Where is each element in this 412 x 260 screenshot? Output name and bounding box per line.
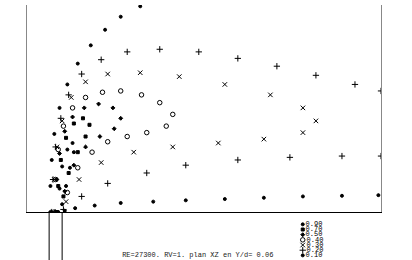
svg-text:0.90: 0.90	[306, 220, 323, 228]
svg-text:0.30: 0.30	[307, 241, 324, 249]
svg-text:0.20: 0.20	[307, 246, 324, 254]
svg-text:0.40: 0.40	[307, 236, 324, 244]
svg-text:RE=27300. RV=1. plan XZ en Y/d: RE=27300. RV=1. plan XZ en Y/d= 0.06	[122, 251, 273, 259]
svg-text:0.10: 0.10	[306, 251, 323, 259]
svg-text:0.70: 0.70	[306, 225, 323, 233]
svg-text:0.50: 0.50	[306, 230, 323, 238]
